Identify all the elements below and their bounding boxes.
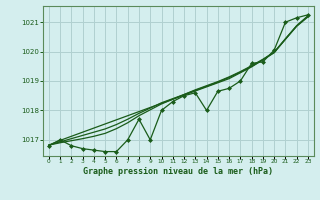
X-axis label: Graphe pression niveau de la mer (hPa): Graphe pression niveau de la mer (hPa)	[84, 167, 273, 176]
